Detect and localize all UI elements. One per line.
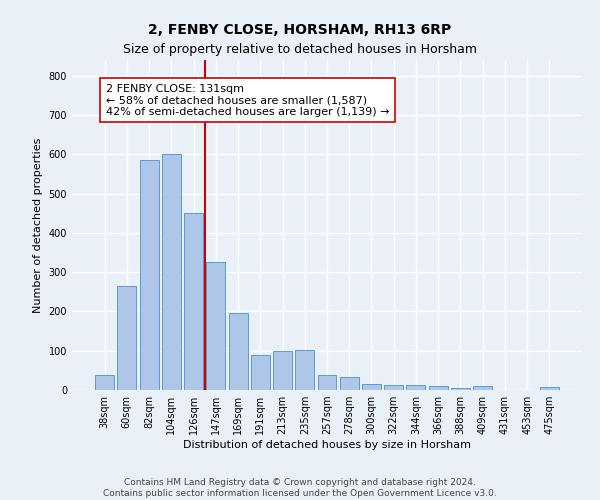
Bar — [451, 388, 470, 390]
X-axis label: Distribution of detached houses by size in Horsham: Distribution of detached houses by size … — [183, 440, 471, 450]
Bar — [162, 154, 181, 390]
Bar — [473, 386, 492, 390]
Text: 2 FENBY CLOSE: 131sqm
← 58% of detached houses are smaller (1,587)
42% of semi-d: 2 FENBY CLOSE: 131sqm ← 58% of detached … — [106, 84, 389, 117]
Bar — [273, 350, 292, 390]
Bar — [251, 354, 270, 390]
Bar — [406, 386, 425, 390]
Bar — [229, 314, 248, 390]
Bar — [384, 384, 403, 390]
Text: Size of property relative to detached houses in Horsham: Size of property relative to detached ho… — [123, 42, 477, 56]
Bar — [206, 262, 225, 390]
Text: 2, FENBY CLOSE, HORSHAM, RH13 6RP: 2, FENBY CLOSE, HORSHAM, RH13 6RP — [148, 22, 452, 36]
Y-axis label: Number of detached properties: Number of detached properties — [33, 138, 43, 312]
Bar — [317, 375, 337, 390]
Bar — [362, 384, 381, 390]
Bar — [118, 286, 136, 390]
Bar — [95, 375, 114, 390]
Bar — [340, 377, 359, 390]
Bar — [184, 213, 203, 390]
Text: Contains HM Land Registry data © Crown copyright and database right 2024.
Contai: Contains HM Land Registry data © Crown c… — [103, 478, 497, 498]
Bar — [429, 386, 448, 390]
Bar — [295, 350, 314, 390]
Bar — [140, 160, 158, 390]
Bar — [540, 387, 559, 390]
